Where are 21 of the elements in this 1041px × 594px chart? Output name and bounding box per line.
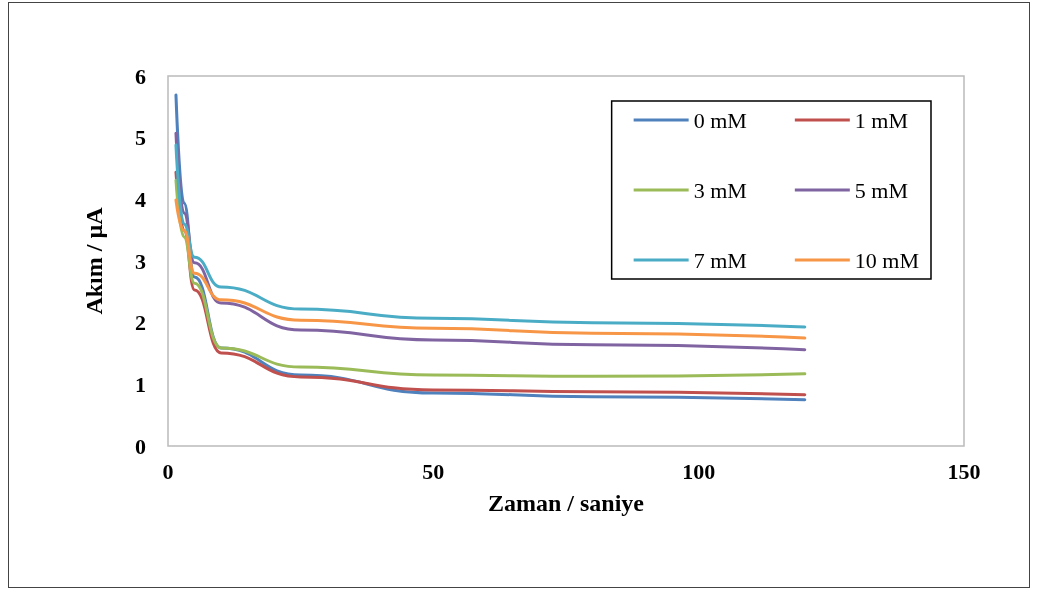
y-tick-label: 4 bbox=[135, 186, 146, 212]
x-tick-label: 100 bbox=[682, 458, 716, 484]
line-series bbox=[174, 198, 807, 340]
y-tick-label: 5 bbox=[135, 125, 146, 151]
x-axis-title: Zaman / saniye bbox=[487, 490, 645, 516]
legend-label: 7 mM bbox=[693, 247, 747, 273]
line-series bbox=[174, 143, 807, 329]
x-tick-label: 50 bbox=[422, 458, 445, 484]
y-tick-label: 0 bbox=[135, 433, 146, 459]
legend-label: 0 mM bbox=[693, 107, 747, 133]
legend-label: 5 mM bbox=[854, 177, 909, 203]
y-tick-label: 6 bbox=[135, 63, 146, 89]
x-tick-label: 0 bbox=[162, 458, 174, 484]
y-axis-title: Akım / µA bbox=[81, 206, 107, 315]
y-tick-label: 3 bbox=[135, 248, 146, 274]
legend-label: 10 mM bbox=[854, 247, 920, 273]
legend-label: 1 mM bbox=[854, 107, 909, 133]
x-tick-label: 150 bbox=[947, 458, 981, 484]
legend-label: 3 mM bbox=[693, 177, 747, 203]
y-tick-label: 2 bbox=[135, 310, 146, 336]
y-tick-label: 1 bbox=[135, 371, 146, 397]
